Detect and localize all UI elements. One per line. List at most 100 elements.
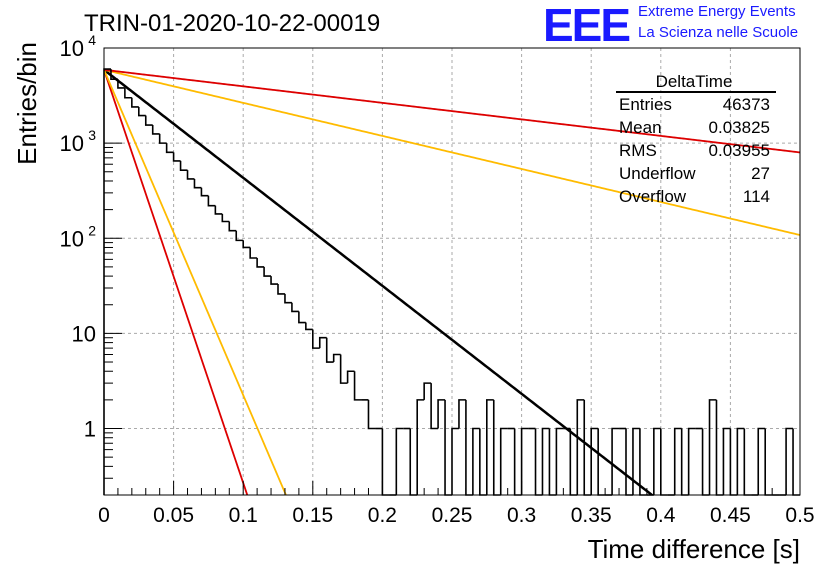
axes: 0 0.05 0.1 0.15 0.2 0.25 0.3 0.35 0.4 0.45 0.5 1 10 1… [60,32,815,527]
histogram-bin [465,399,473,496]
histogram-bin [715,399,724,496]
fit-functions [104,68,800,495]
histogram-bin [687,427,696,495]
histogram-bin [486,399,494,495]
histogram-bin [200,187,209,197]
histogram-bin [305,322,313,331]
histogram-bin [625,428,633,496]
histogram-bin [708,399,717,495]
histogram-bin [228,221,237,232]
stats-row-value: 46373 [723,95,770,114]
histogram-bin [437,399,446,429]
histogram-bin [138,106,146,117]
plot-frame [103,47,801,496]
stats-row-value: 27 [751,164,770,183]
x-tick-label: 0.2 [368,504,397,527]
histogram-bin [131,97,139,108]
histogram-bin [722,427,731,495]
histogram-bin [298,311,306,324]
histogram-bin [284,293,292,304]
histogram-bin [472,427,480,495]
histogram-bin [249,247,258,259]
histogram-bin [499,427,508,495]
histogram-bin [381,428,390,496]
y-tick-exponent: 4 [88,32,96,48]
histogram-bin [416,399,425,495]
histogram-bin [660,428,668,496]
histogram-bin [144,115,153,126]
stats-row-label: Underflow [619,164,696,183]
histogram-bin [590,427,599,495]
x-tick-label: 0 [98,504,110,527]
stats-row-value: 0.03825 [709,118,770,137]
chart-title: TRIN-01-2020-10-22-00019 [84,10,381,37]
histogram-bin [158,133,167,144]
histogram-bin [520,427,529,495]
x-tick-label: 0.05 [153,504,194,527]
y-tick-label: 10 [60,36,84,61]
histogram-bin [423,382,432,400]
y-tick-label: 10 [60,226,84,251]
histogram-bin [346,370,355,384]
histogram-bin [367,399,376,430]
histogram-bin [653,427,661,495]
histogram-bin [548,428,557,496]
y-tick-exponent: 2 [88,222,96,238]
logo-line-2: La Scienza nelle Scuole [638,24,799,41]
histogram-bin [395,427,404,495]
eee-logo: EEE [543,0,631,51]
histogram-bin [124,87,132,99]
histogram-bin [576,399,585,495]
histogram-bin [186,170,195,180]
function-red-slow [104,68,800,154]
stats-row-label: RMS [619,141,657,160]
x-tick-label: 0.3 [507,504,536,527]
histogram-bin [165,143,174,154]
histogram-bin [291,302,299,313]
histogram-bin [277,284,285,295]
histogram-bin [479,428,487,496]
histogram-bin [555,427,564,495]
histogram-bin [492,399,501,496]
histogram-bin [736,427,745,495]
function-fit [104,68,655,495]
histogram-bin [632,427,640,495]
histogram-bin [792,428,800,496]
function-yellow-slow [104,68,800,236]
histogram-bin [110,69,118,80]
histogram-bin [458,399,466,429]
histogram-bin [611,427,620,495]
histogram-bin [444,399,452,496]
histogram-bin [764,428,773,496]
x-tick-label: 0.4 [646,504,676,527]
histogram-bin [332,353,341,363]
stats-row-value: 114 [743,187,770,206]
histogram-bin [270,276,278,285]
histogram-bin [785,427,794,495]
stats-row-label: Overflow [619,187,687,206]
stats-row-label: Mean [619,118,662,137]
histogram-bin [172,152,181,162]
stats-row-value: 0.03955 [709,141,770,160]
histogram-bin [221,213,230,223]
histogram-bin [339,354,348,384]
logo-line-1: Extreme Energy Events [638,3,796,20]
x-tick-label: 0.1 [229,504,258,527]
y-axis-label: Entries/bin [12,42,42,165]
stats-title: DeltaTime [656,72,733,91]
x-tick-label: 0.5 [785,504,814,527]
x-axis-label: Time difference [s] [588,534,800,564]
histogram-bin [353,371,362,401]
histogram-bin [103,68,111,495]
histogram-bin [117,79,125,89]
histogram-bin [193,178,202,189]
y-tick-label: 10 [72,321,96,346]
histogram-bin [680,428,689,496]
histogram-bin [513,428,522,496]
histogram-bin [207,195,216,207]
x-tick-label: 0.45 [710,504,751,527]
y-tick-exponent: 3 [88,127,96,143]
histogram-bin [409,428,418,496]
histogram-bin [743,428,752,496]
